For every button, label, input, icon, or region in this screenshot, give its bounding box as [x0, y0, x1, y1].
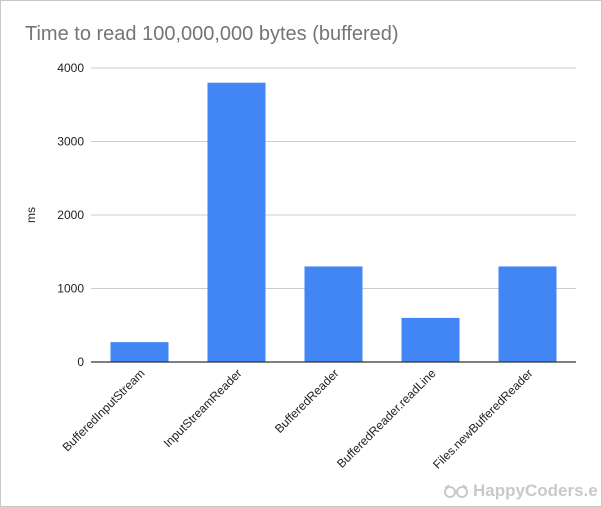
bars	[110, 82, 557, 362]
watermark: HappyCoders.e	[443, 479, 602, 503]
y-tick-label: 4000	[57, 61, 84, 75]
bar	[304, 266, 363, 362]
y-axis-label: ms	[24, 207, 38, 223]
x-tick-label: BufferedReader	[272, 366, 342, 436]
y-tick-label: 0	[77, 355, 84, 369]
bar	[207, 82, 266, 362]
glasses-icon	[444, 484, 468, 498]
x-tick-label: Files.newBufferedReader	[430, 366, 535, 471]
watermark-text: HappyCoders.e	[473, 481, 598, 500]
x-axis-ticks: BufferedInputStream InputStreamReader Buff…	[60, 366, 536, 472]
y-tick-label: 2000	[57, 208, 84, 222]
bar	[498, 266, 557, 362]
x-tick-label: BufferedReader.readLine	[334, 366, 439, 471]
y-tick-label: 3000	[57, 135, 84, 149]
y-tick-label: 1000	[57, 282, 84, 296]
gridlines	[91, 67, 576, 289]
bar	[110, 342, 169, 362]
x-tick-label: InputStreamReader	[161, 366, 245, 450]
bar	[401, 317, 460, 362]
y-axis-ticks: 0 1000 2000 3000 4000	[57, 61, 84, 369]
x-tick-label: BufferedInputStream	[60, 366, 148, 454]
chart-title: Time to read 100,000,000 bytes (buffered…	[25, 23, 399, 45]
